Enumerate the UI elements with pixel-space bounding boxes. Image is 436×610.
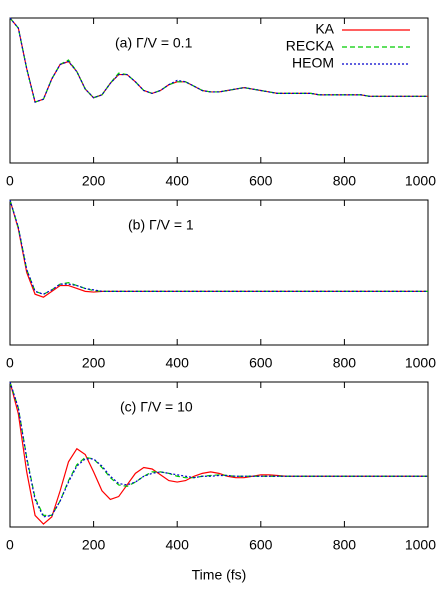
x-tick-label: 1000 (405, 537, 436, 553)
x-tick-label: 400 (166, 355, 190, 371)
x-tick-label: 400 (166, 537, 190, 553)
series-line (9, 17, 428, 103)
x-tick-label: 600 (249, 355, 273, 371)
panel-label: (b) Γ/V = 1 (128, 217, 194, 233)
x-tick-label: 0 (6, 537, 14, 553)
x-tick-label: 1000 (405, 173, 436, 189)
x-tick-label: 1000 (405, 355, 436, 371)
series-line (9, 199, 428, 295)
plot-frame (9, 381, 429, 528)
x-tick-label: 800 (333, 537, 357, 553)
series-line (9, 199, 428, 298)
series-line (9, 381, 428, 525)
series-line (9, 381, 428, 516)
x-tick-label: 0 (6, 355, 14, 371)
plot-frame (9, 199, 429, 346)
legend-label: HEOM (292, 55, 334, 71)
x-tick-label: 200 (82, 173, 106, 189)
series-line (9, 17, 428, 103)
x-tick-label: 600 (249, 173, 273, 189)
x-tick-label: 400 (166, 173, 190, 189)
series-line (9, 381, 428, 518)
plot-frame (9, 17, 429, 164)
legend-label: KA (315, 21, 334, 37)
panel-label: (c) Γ/V = 10 (120, 399, 193, 415)
x-axis-label: Time (fs) (192, 567, 247, 583)
x-tick-label: 800 (333, 173, 357, 189)
x-tick-label: 0 (6, 173, 14, 189)
series-line (9, 17, 428, 103)
x-tick-label: 200 (82, 537, 106, 553)
series-line (9, 199, 428, 295)
legend-label: RECKA (286, 38, 335, 54)
x-tick-label: 800 (333, 355, 357, 371)
panel-label: (a) Γ/V = 0.1 (115, 35, 193, 51)
x-tick-label: 200 (82, 355, 106, 371)
x-tick-label: 600 (249, 537, 273, 553)
